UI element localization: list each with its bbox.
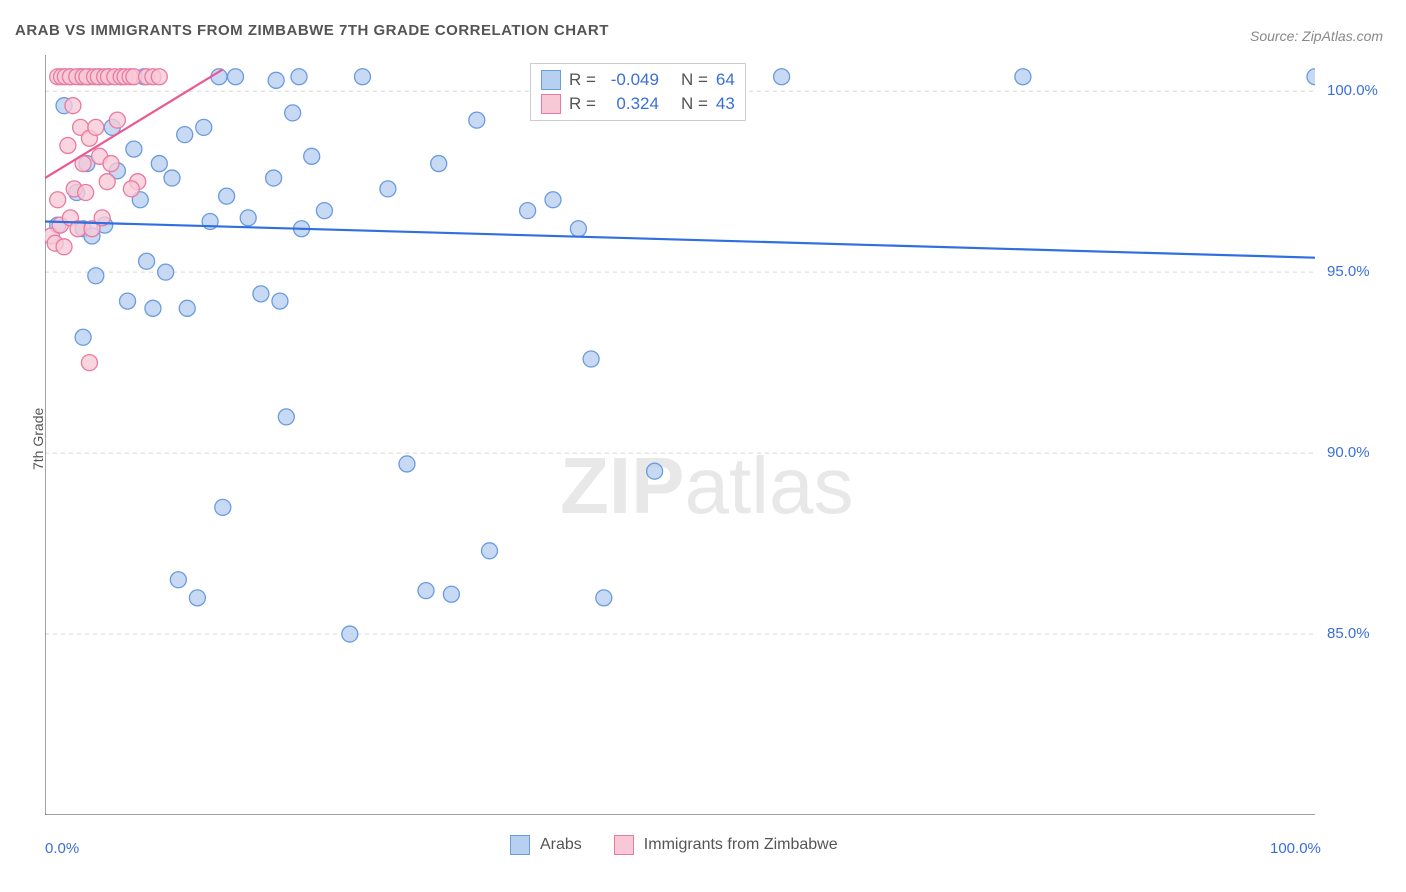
legend-r-label: R = [569, 92, 596, 116]
legend-series-label: Arabs [540, 836, 582, 854]
legend-n-value: 64 [716, 68, 735, 92]
legend-row: R = -0.049 N = 64 [541, 68, 735, 92]
chart-source: Source: ZipAtlas.com [1250, 28, 1383, 44]
y-tick-label: 85.0% [1327, 625, 1370, 642]
x-tick-label: 100.0% [1270, 840, 1321, 857]
y-axis-label: 7th Grade [30, 408, 46, 470]
legend-r-label: R = [569, 68, 596, 92]
legend-swatch [510, 835, 530, 855]
x-tick-label: 0.0% [45, 840, 79, 857]
y-tick-label: 95.0% [1327, 263, 1370, 280]
legend-swatch [541, 70, 561, 90]
scatter-plot [45, 55, 1315, 815]
legend-swatch [614, 835, 634, 855]
legend-r-value: -0.049 [604, 68, 659, 92]
series-legend: Arabs Immigrants from Zimbabwe [510, 835, 860, 855]
chart-title: ARAB VS IMMIGRANTS FROM ZIMBABWE 7TH GRA… [15, 22, 609, 39]
legend-n-value: 43 [716, 92, 735, 116]
y-tick-label: 100.0% [1327, 82, 1378, 99]
legend-row: R = 0.324 N = 43 [541, 92, 735, 116]
legend-swatch [541, 94, 561, 114]
y-tick-label: 90.0% [1327, 444, 1370, 461]
correlation-legend: R = -0.049 N = 64 R = 0.324 N = 43 [530, 63, 746, 121]
legend-r-value: 0.324 [604, 92, 659, 116]
legend-n-label: N = [681, 68, 708, 92]
legend-n-label: N = [681, 92, 708, 116]
legend-series-label: Immigrants from Zimbabwe [644, 836, 838, 854]
